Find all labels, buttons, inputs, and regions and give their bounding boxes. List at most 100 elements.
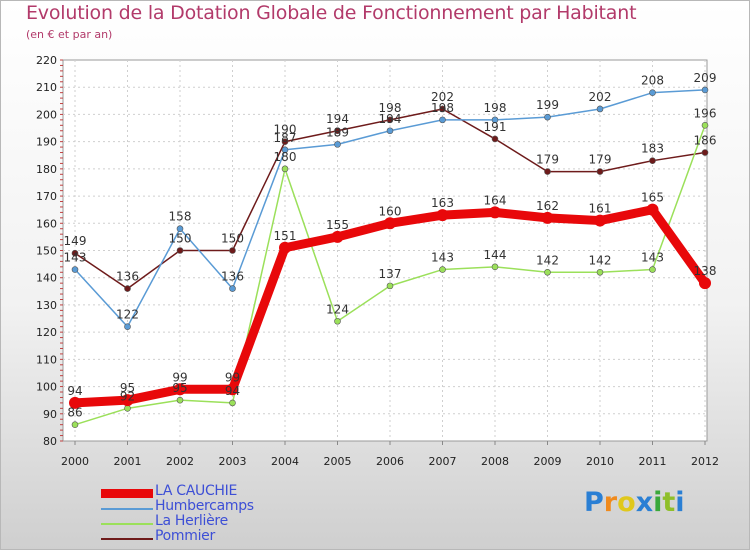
data-point	[649, 89, 656, 96]
legend-label: Pommier	[155, 528, 215, 544]
x-tick-label: 2011	[639, 455, 667, 468]
data-point	[281, 146, 289, 154]
y-tick-label: 140	[36, 272, 57, 285]
legend-label: Humbercamps	[155, 498, 254, 514]
data-point	[71, 249, 79, 257]
data-label: 150	[221, 232, 244, 246]
legend-swatch	[101, 538, 153, 540]
data-label: 122	[116, 308, 139, 322]
data-point	[544, 113, 551, 121]
data-point	[124, 405, 131, 412]
data-label: 164	[484, 193, 507, 207]
data-label: 149	[64, 234, 87, 248]
data-label: 137	[379, 267, 402, 281]
logo-letter: i	[653, 487, 663, 518]
data-label: 142	[536, 253, 559, 267]
x-tick-label: 2005	[324, 455, 352, 468]
data-label: 158	[169, 210, 192, 224]
data-point	[226, 383, 239, 396]
data-point	[334, 317, 341, 325]
data-point	[334, 141, 341, 148]
data-point	[174, 383, 186, 396]
data-label: 194	[379, 112, 402, 126]
data-point	[334, 127, 341, 135]
data-label: 198	[431, 101, 454, 115]
data-point	[541, 211, 554, 224]
y-tick-label: 120	[36, 326, 57, 339]
data-point	[176, 396, 184, 404]
data-point	[596, 268, 604, 276]
x-tick-label: 2001	[114, 455, 142, 468]
logo-letter: P	[584, 487, 604, 518]
data-point	[331, 230, 344, 243]
data-label: 143	[641, 251, 664, 265]
logo-letter: r	[603, 487, 618, 518]
data-point	[544, 268, 551, 276]
data-point	[121, 394, 134, 407]
series-pommier	[71, 105, 709, 292]
data-point	[71, 266, 79, 273]
data-point	[384, 217, 396, 230]
data-label: 179	[589, 153, 612, 167]
data-label: 95	[172, 381, 187, 395]
data-label: 151	[274, 229, 297, 243]
data-label: 124	[326, 302, 349, 316]
data-label: 209	[694, 71, 717, 85]
legend-label: La Herlière	[155, 513, 228, 529]
data-label: 198	[484, 101, 507, 115]
data-point	[436, 209, 449, 222]
y-tick-label: 100	[36, 381, 57, 394]
data-point	[649, 266, 656, 273]
y-tick-label: 210	[36, 81, 57, 94]
series-la-cauchie	[69, 203, 711, 409]
y-tick-label: 80	[43, 435, 57, 448]
data-label: 138	[694, 264, 717, 278]
logo-letter: x	[635, 487, 654, 518]
data-label: 144	[484, 248, 507, 262]
series-humbercamps	[71, 86, 709, 331]
x-tick-label: 2009	[534, 455, 562, 468]
data-point	[439, 105, 446, 113]
chart-subtitle: (en € et par an)	[26, 28, 113, 41]
data-point	[386, 127, 394, 135]
data-label: 208	[641, 74, 664, 88]
data-point	[229, 247, 236, 254]
x-tick-label: 2002	[166, 455, 194, 468]
y-tick-label: 170	[36, 190, 57, 203]
logo-letter: t	[662, 487, 676, 518]
data-label: 186	[694, 134, 717, 148]
legend-swatch	[101, 489, 153, 498]
x-tick-label: 2008	[481, 455, 509, 468]
data-label: 198	[379, 101, 402, 115]
data-point	[71, 421, 79, 428]
y-tick-label: 220	[36, 54, 57, 67]
y-tick-label: 180	[36, 163, 57, 176]
legend-label: LA CAUCHIE	[155, 483, 238, 499]
data-point	[439, 116, 446, 124]
data-point	[281, 165, 289, 173]
data-point	[386, 116, 394, 124]
data-label: 189	[326, 125, 349, 139]
data-label: 95	[120, 381, 135, 395]
y-tick-label: 150	[36, 245, 57, 258]
data-label: 142	[589, 253, 612, 267]
data-point	[596, 105, 604, 113]
y-tick-label: 110	[36, 353, 57, 366]
data-point	[489, 206, 501, 219]
data-point	[176, 225, 184, 233]
data-label: 143	[431, 251, 454, 265]
data-point	[124, 323, 131, 331]
data-label: 202	[589, 90, 612, 104]
data-point	[281, 138, 289, 145]
data-label: 150	[169, 232, 192, 246]
data-point	[701, 122, 709, 129]
data-label: 180	[274, 150, 297, 164]
data-label: 136	[116, 270, 139, 284]
chart-title: Evolution de la Dotation Globale de Fonc…	[26, 2, 637, 24]
data-point	[544, 168, 551, 175]
data-point	[594, 214, 606, 227]
x-tick-label: 2003	[219, 455, 247, 468]
y-tick-label: 190	[36, 136, 57, 149]
data-point	[386, 282, 394, 290]
data-label: 191	[484, 120, 507, 134]
